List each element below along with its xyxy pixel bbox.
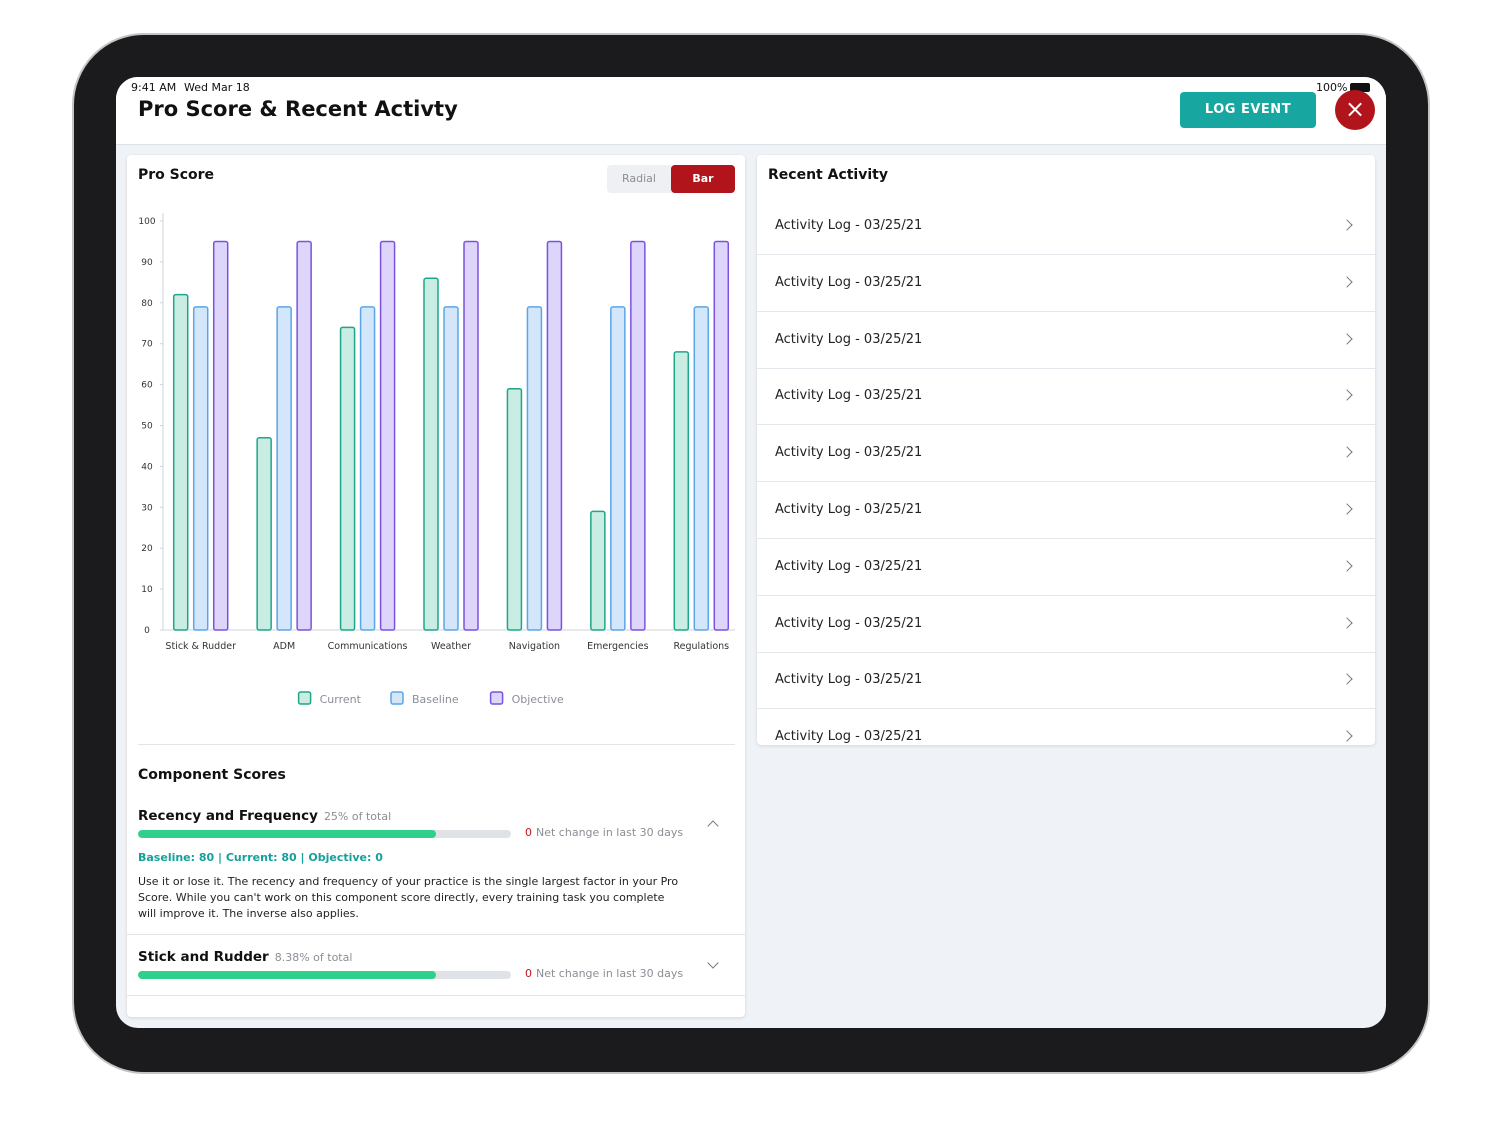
divider [127,995,745,996]
expand-chevron[interactable] [707,957,719,969]
toggle-bar[interactable]: Bar [671,165,735,193]
activity-title: Recent Activity [768,167,888,183]
chevron [1341,276,1353,288]
activity-row[interactable]: Activity Log - 03/25/21 [757,255,1375,312]
chevron [1341,332,1353,345]
recent-activity-panel: Recent Activity Activity Log - 03/25/21 A… [757,155,1375,745]
status-time: 9:41 AM [131,81,177,94]
chevron [1341,389,1353,402]
activity-row[interactable]: Activity Log - 03/25/21 [757,312,1375,369]
activity-label: Activity Log - 03/25/21 [775,331,923,347]
close-button[interactable]: × [1335,90,1375,130]
activity-row[interactable]: Activity Log - 03/25/21 [757,539,1375,596]
log-event-button[interactable]: LOG EVENT [1180,92,1316,128]
status-date: Wed Mar 18 [184,81,250,94]
component-description: Use it or lose it. The recency and frequ… [138,875,679,920]
activity-label: Activity Log - 03/25/21 [775,615,923,631]
activity-label: Activity Log - 03/25/21 [775,729,923,745]
activity-row[interactable]: Activity Log - 03/25/21 [757,709,1375,745]
chevron [1341,503,1353,515]
battery-icon [1350,83,1370,92]
chevron [1341,560,1353,572]
activity-label: Activity Log - 03/25/21 [775,218,923,233]
page-title: Pro Score & Recent Activty [138,97,458,121]
activity-row[interactable]: Activity Log - 03/25/21 [757,482,1375,539]
net-change-label: Net change in last 30 days [536,967,684,980]
divider [127,934,745,935]
activity-label: Activity Log - 03/25/21 [775,388,923,404]
chart-title: Pro Score [138,167,215,183]
activity-label: Activity Log - 03/25/21 [775,672,923,688]
net-change: 0 Net change in last 30 days [525,967,683,980]
progress-track [138,971,511,979]
activity-row[interactable]: Activity Log - 03/25/21 [757,198,1375,255]
view-toggle: Radial Bar [607,165,735,193]
activity-label: Activity Log - 03/25/21 [775,445,923,461]
top-bar: 9:41 AM Wed Mar 18 100% Pro Score & Rece… [116,77,1386,145]
chevron [1341,673,1353,686]
net-change: 0 Net change in last 30 days [525,826,683,839]
activity-row[interactable]: Activity Log - 03/25/21 [757,596,1375,653]
activity-label: Activity Log - 03/25/21 [775,274,923,290]
progress-fill [138,830,437,838]
chevron [1341,616,1353,629]
screen: 9:41 AM Wed Mar 18 100% Pro Score & Rece… [116,77,1386,1028]
component-header: Recency and Frequency 25% of total [138,805,391,824]
component-share: 25% of total [323,810,392,823]
net-change-value: 0 [525,826,532,839]
components-title: Component Scores [138,767,286,783]
activity-label: Activity Log - 03/25/21 [775,502,923,517]
activity-row[interactable]: Activity Log - 03/25/21 [757,652,1375,710]
activity-row[interactable]: Activity Log - 03/25/21 [757,368,1375,426]
component-name: Recency and Frequency [138,808,318,824]
component-stats: Baseline: 80 | Current: 80 | Objective: … [138,851,383,864]
activity-row[interactable]: Activity Log - 03/25/21 [757,425,1375,483]
chevron [1341,446,1353,458]
activity-label: Activity Log - 03/25/21 [775,558,923,574]
net-change-value: 0 [525,967,532,980]
pro-score-panel: Pro Score Radial Bar Component Scores Re… [127,155,745,1017]
chevron [1341,730,1353,742]
collapse-chevron[interactable] [707,820,719,832]
net-change-label: Net change in last 30 days [536,826,684,839]
component-header: Stick and Rudder 8.38% of total [138,946,352,965]
progress-track [138,830,511,838]
component-name: Stick and Rudder [138,949,269,965]
progress-fill [138,971,437,979]
toggle-radial[interactable]: Radial [622,172,656,185]
divider [138,744,735,745]
status-battery: 100% [1316,81,1348,94]
chevron [1341,219,1353,231]
component-share: 8.38% of total [274,951,353,964]
